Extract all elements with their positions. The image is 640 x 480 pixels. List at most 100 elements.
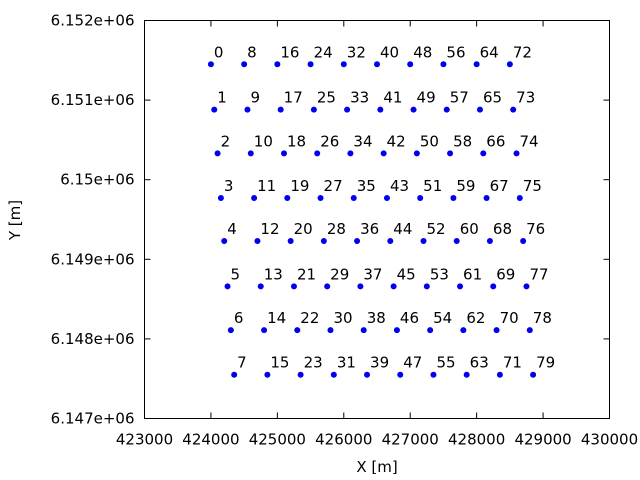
data-point-label: 61: [463, 265, 482, 283]
data-point-label: 34: [353, 132, 372, 150]
data-point-label: 48: [413, 43, 432, 61]
data-point-label: 69: [496, 265, 515, 283]
y-tick-label: 6.15e+06: [60, 171, 134, 189]
data-point: [211, 106, 218, 113]
data-point: [320, 237, 327, 244]
data-point-label: 76: [526, 220, 545, 238]
data-point-label: 42: [387, 132, 406, 150]
data-point: [390, 283, 397, 290]
data-point: [314, 150, 321, 157]
data-point-label: 68: [493, 220, 512, 238]
data-point: [410, 106, 417, 113]
data-point-label: 28: [327, 220, 346, 238]
data-point-label: 32: [347, 43, 366, 61]
data-point: [241, 61, 248, 68]
data-point-label: 24: [314, 43, 333, 61]
data-point: [476, 106, 483, 113]
data-point: [264, 371, 271, 378]
y-tick-label: 6.151e+06: [51, 91, 135, 109]
data-point-label: 22: [300, 309, 319, 327]
data-point-label: 15: [270, 354, 289, 372]
data-point-label: 18: [287, 132, 306, 150]
data-point: [254, 237, 261, 244]
data-point: [247, 150, 254, 157]
data-point: [284, 195, 291, 202]
x-tick-label: 429000: [514, 431, 571, 449]
data-points: 0123456789101112131415161718192021222324…: [207, 43, 555, 378]
data-point: [354, 237, 361, 244]
data-point-label: 2: [221, 132, 231, 150]
data-point-label: 62: [466, 309, 485, 327]
data-point: [310, 106, 317, 113]
data-point-label: 8: [247, 43, 257, 61]
data-point-label: 64: [480, 43, 499, 61]
data-point-label: 35: [357, 177, 376, 195]
data-point: [457, 283, 464, 290]
data-point-label: 79: [536, 354, 555, 372]
data-point: [347, 150, 354, 157]
data-point: [217, 195, 224, 202]
x-tick-label: 430000: [581, 431, 638, 449]
data-point: [344, 106, 351, 113]
data-point-label: 17: [284, 89, 303, 107]
data-point: [281, 150, 287, 157]
data-point-label: 30: [334, 309, 353, 327]
data-point-label: 41: [383, 89, 402, 107]
x-tick-label: 427000: [382, 431, 439, 449]
data-point-label: 12: [260, 220, 279, 238]
data-point-label: 73: [516, 89, 535, 107]
data-point-label: 29: [330, 265, 349, 283]
data-point-label: 9: [250, 89, 260, 107]
data-point-label: 44: [393, 220, 412, 238]
data-point: [364, 371, 371, 378]
plot-frame: [144, 20, 610, 419]
data-point-label: 45: [397, 265, 416, 283]
data-point: [413, 150, 420, 157]
data-point-label: 14: [267, 309, 286, 327]
data-point: [506, 61, 513, 68]
data-point: [224, 283, 231, 290]
data-point: [383, 195, 390, 202]
y-tick-label: 6.152e+06: [51, 12, 135, 30]
data-point-label: 50: [420, 132, 439, 150]
x-tick-label: 423000: [116, 431, 173, 449]
data-point: [294, 327, 301, 334]
data-point-label: 5: [231, 265, 241, 283]
data-point-label: 31: [337, 354, 356, 372]
data-point-label: 74: [520, 132, 539, 150]
data-point-label: 59: [456, 177, 475, 195]
data-point: [450, 195, 457, 202]
data-point-label: 10: [254, 132, 273, 150]
data-point: [483, 195, 490, 202]
data-point: [360, 327, 367, 334]
data-point-label: 26: [320, 132, 339, 150]
data-point: [330, 371, 337, 378]
data-point-label: 71: [503, 354, 522, 372]
data-point: [510, 106, 517, 113]
data-point: [387, 237, 394, 244]
data-point: [277, 106, 284, 113]
data-point-label: 60: [460, 220, 479, 238]
data-point: [447, 150, 454, 157]
data-point-label: 46: [400, 309, 419, 327]
data-point-label: 4: [227, 220, 237, 238]
data-point-label: 20: [294, 220, 313, 238]
y-axis-label: Y [m]: [6, 200, 24, 241]
data-point: [420, 237, 427, 244]
data-point-label: 7: [237, 354, 247, 372]
data-point-label: 19: [290, 177, 309, 195]
data-point: [427, 327, 434, 334]
data-point: [317, 195, 324, 202]
data-point: [324, 283, 331, 290]
data-point: [340, 61, 347, 68]
data-point: [443, 106, 450, 113]
data-point: [251, 195, 258, 202]
data-point: [407, 61, 414, 68]
data-point: [227, 327, 234, 334]
data-point-label: 67: [490, 177, 509, 195]
data-point-label: 27: [324, 177, 343, 195]
data-point-label: 37: [363, 265, 382, 283]
data-point-label: 55: [436, 354, 455, 372]
data-point-label: 53: [430, 265, 449, 283]
